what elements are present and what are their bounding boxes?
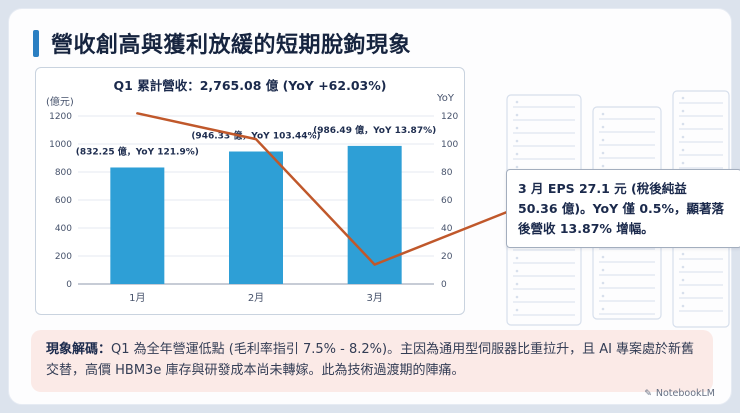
watermark: ✎ NotebookLM <box>644 388 715 399</box>
chart-title: Q1 累計營收：2,765.08 億 (YoY +62.03%) <box>113 78 387 93</box>
svg-text:1月: 1月 <box>129 292 145 304</box>
decode-box: 現象解碼：Q1 為全年營運低點 (毛利率指引 7.5% - 8.2%)。主因為通… <box>31 330 713 392</box>
revenue-yoy-chart: 0 200 400 600 800 1000 1200 0 20 40 60 80 100 120 (832… <box>49 112 509 304</box>
eps-callout-text: 3 月 EPS 27.1 元 (稅後純益 50.36 億)。YoY 僅 0.5%… <box>518 181 725 236</box>
left-axis-unit-label: (億元) <box>46 97 74 108</box>
right-axis-unit-label: YoY <box>436 93 454 104</box>
svg-text:3月: 3月 <box>366 292 382 304</box>
watermark-text: NotebookLM <box>655 388 715 399</box>
svg-text:600: 600 <box>55 196 72 206</box>
svg-text:800: 800 <box>55 168 72 178</box>
svg-text:1200: 1200 <box>49 112 72 122</box>
svg-text:20: 20 <box>441 252 453 262</box>
svg-text:0: 0 <box>441 280 447 290</box>
svg-text:80: 80 <box>441 168 453 178</box>
header: 營收創高與獲利放緩的短期脫鉤現象 <box>33 27 411 59</box>
svg-text:60: 60 <box>441 196 453 206</box>
page-title: 營收創高與獲利放緩的短期脫鉤現象 <box>51 33 412 58</box>
notebooklm-logo-icon: ✎ <box>644 388 652 399</box>
svg-text:(832.25 億，YoY 121.9%): (832.25 億，YoY 121.9%) <box>76 145 199 157</box>
slide-card: 營收創高與獲利放緩的短期脫鉤現象 Q1 累計營收：2,765.08 億 (YoY… <box>8 8 740 405</box>
svg-text:40: 40 <box>441 224 453 234</box>
decode-text: Q1 為全年營運低點 (毛利率指引 7.5% - 8.2%)。主因為通用型伺服器… <box>46 342 695 378</box>
svg-text:100: 100 <box>441 140 458 150</box>
svg-text:1000: 1000 <box>49 140 72 150</box>
title-accent-bar <box>33 29 39 57</box>
decode-label: 現象解碼： <box>46 342 112 357</box>
svg-text:200: 200 <box>55 252 72 262</box>
svg-text:(986.49 億，YoY 13.87%): (986.49 億，YoY 13.87%) <box>313 124 436 136</box>
chart-panel: Q1 累計營收：2,765.08 億 (YoY +62.03%) (億元) Yo… <box>35 67 509 315</box>
svg-text:0: 0 <box>66 280 72 290</box>
svg-text:120: 120 <box>441 112 458 122</box>
eps-callout: 3 月 EPS 27.1 元 (稅後純益 50.36 億)。YoY 僅 0.5%… <box>506 169 740 249</box>
svg-text:2月: 2月 <box>248 292 264 304</box>
svg-text:400: 400 <box>55 224 72 234</box>
